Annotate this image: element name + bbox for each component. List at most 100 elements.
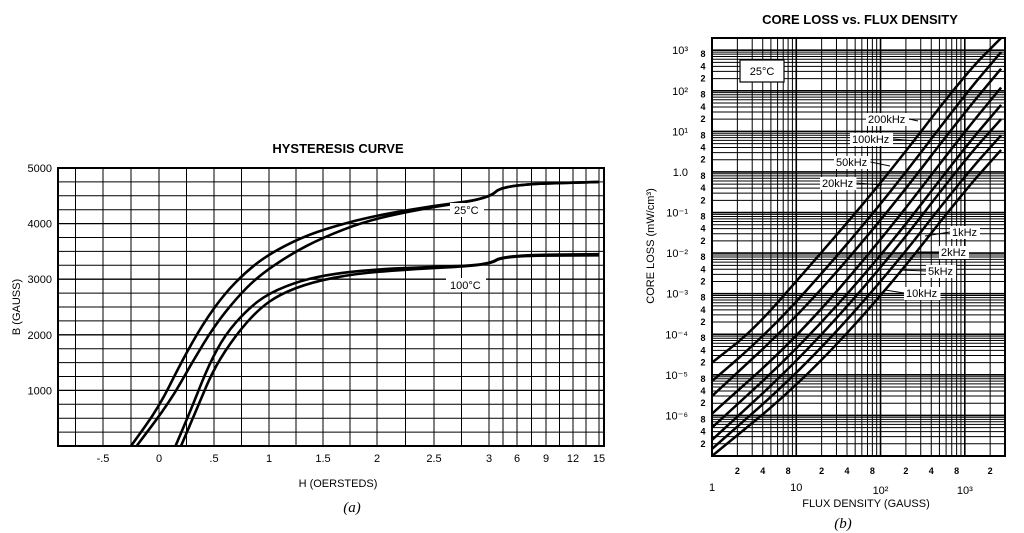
series-label-bg [950, 226, 980, 239]
caption-b: (b) [834, 516, 852, 532]
hysteresis-curve-branch [179, 254, 600, 447]
x-minor-label: 4 [844, 466, 849, 476]
temperature-box [739, 59, 785, 83]
y-minor-label: 8 [700, 90, 705, 100]
hysteresis-grid [58, 167, 604, 447]
hysteresis-chart: HYSTERESIS CURVE -.5 0 .5 1 1.5 2 2.5 3 6 9 12 15 1… [11, 141, 605, 516]
core-loss-curve-200kHz [712, 38, 1002, 364]
y-minor-label: 2 [700, 358, 705, 368]
series-label-bg [850, 133, 893, 146]
y-minor-label: 2 [700, 398, 705, 408]
y-minor-label: 2 [700, 195, 705, 205]
x-minor-label: 8 [870, 466, 875, 476]
x-decade-label: 10³ [957, 485, 973, 497]
x-decade-label: 10 [790, 482, 802, 494]
series-leader-line [908, 118, 919, 122]
y-decade-label: 10⁻¹ [666, 208, 688, 220]
series-label: 1kHz [952, 227, 977, 239]
y-tick-label: 5000 [28, 163, 52, 175]
series-label-bg [926, 265, 956, 278]
y-minor-label: 2 [700, 74, 705, 84]
x-tick-label: 0 [156, 453, 162, 465]
y-minor-label: 2 [700, 236, 705, 246]
series-label-bg [820, 177, 857, 190]
hysteresis-x-label: H (OERSTEDS) [299, 478, 378, 490]
x-tick-label: .5 [209, 453, 218, 465]
y-decade-label: 10⁻² [666, 248, 688, 260]
x-minor-label: 2 [903, 466, 908, 476]
x-minor-label: 2 [988, 466, 993, 476]
y-minor-label: 8 [700, 333, 705, 343]
series-label-100c: 100°C [450, 280, 481, 292]
series-label: 200kHz [868, 114, 905, 126]
x-tick-label: 6 [514, 453, 520, 465]
core-loss-plot-frame [711, 37, 1006, 457]
y-tick-label: 4000 [28, 219, 52, 231]
y-minor-label: 2 [700, 155, 705, 165]
y-decade-label: 10⁻⁴ [665, 329, 688, 341]
hysteresis-y-ticks: 1000 2000 3000 4000 5000 [28, 163, 52, 397]
core-loss-x-label: FLUX DENSITY (GAUSS) [802, 498, 930, 510]
y-minor-label: 2 [700, 317, 705, 327]
hysteresis-plot-frame [57, 167, 605, 447]
temperature-annotation: 25°C [750, 66, 775, 78]
core-loss-curve-1kHz [712, 149, 1003, 456]
x-tick-label: 15 [593, 453, 605, 465]
y-minor-label: 2 [700, 114, 705, 124]
y-decade-label: 10⁻³ [666, 289, 688, 301]
y-minor-label: 4 [700, 427, 705, 437]
y-minor-label: 8 [700, 293, 705, 303]
y-tick-label: 1000 [28, 385, 52, 397]
label-bg-100c [446, 278, 486, 292]
x-tick-label: 2.5 [426, 453, 441, 465]
series-label: 5kHz [928, 266, 953, 278]
y-minor-label: 8 [700, 374, 705, 384]
core-loss-curve-10kHz [712, 104, 1003, 429]
x-decade-label: 10² [873, 485, 889, 497]
x-minor-label: 4 [760, 466, 765, 476]
y-decade-label: 10⁻⁵ [665, 370, 688, 382]
y-minor-label: 8 [700, 211, 705, 221]
hysteresis-curve-branch [135, 180, 600, 447]
core-loss-x-ticks: 1 10 10² 10³ 2 4 8 2 4 8 2 4 8 2 [709, 466, 993, 497]
series-leader-line [856, 182, 883, 186]
y-decade-label: 10¹ [672, 126, 688, 138]
x-minor-label: 4 [929, 466, 934, 476]
core-loss-grid [712, 38, 1005, 456]
y-minor-label: 4 [700, 305, 705, 315]
y-tick-label: 3000 [28, 274, 52, 286]
y-minor-label: 8 [700, 49, 705, 59]
core-loss-curves [712, 38, 1003, 456]
x-tick-label: 3 [486, 453, 492, 465]
x-decade-label: 1 [709, 482, 715, 494]
x-tick-label: -.5 [97, 453, 110, 465]
y-minor-label: 8 [700, 171, 705, 181]
y-minor-label: 4 [700, 102, 705, 112]
label-bg-25c [450, 203, 484, 217]
series-label: 20kHz [822, 178, 853, 190]
series-label-bg [866, 113, 909, 126]
x-tick-label: 12 [567, 453, 579, 465]
y-minor-label: 4 [700, 61, 705, 71]
core-loss-chart: CORE LOSS vs. FLUX DENSITY 10³10²10¹1.01… [645, 12, 1006, 532]
series-label: 10kHz [906, 288, 937, 300]
y-minor-label: 8 [700, 130, 705, 140]
y-minor-label: 4 [700, 386, 705, 396]
series-label-25c: 25°C [454, 205, 479, 217]
y-decade-label: 1.0 [673, 167, 688, 179]
y-minor-label: 4 [700, 143, 705, 153]
core-loss-curve-100kHz [712, 51, 1003, 383]
series-label-bg [939, 246, 969, 259]
series-leader-line [884, 289, 905, 294]
y-decade-label: 10⁻⁶ [665, 410, 688, 422]
y-minor-label: 2 [700, 276, 705, 286]
series-leader-line [892, 138, 917, 142]
core-loss-curve-5kHz [712, 118, 1003, 441]
core-loss-curve-50kHz [712, 67, 1003, 398]
core-loss-y-label: CORE LOSS (mW/cm³) [645, 188, 657, 304]
core-loss-curve-20kHz [712, 86, 1003, 415]
hysteresis-curve-branch [174, 252, 600, 447]
x-tick-label: 9 [543, 453, 549, 465]
series-label: 100kHz [852, 134, 889, 146]
core-loss-curve-2kHz [712, 134, 1003, 450]
